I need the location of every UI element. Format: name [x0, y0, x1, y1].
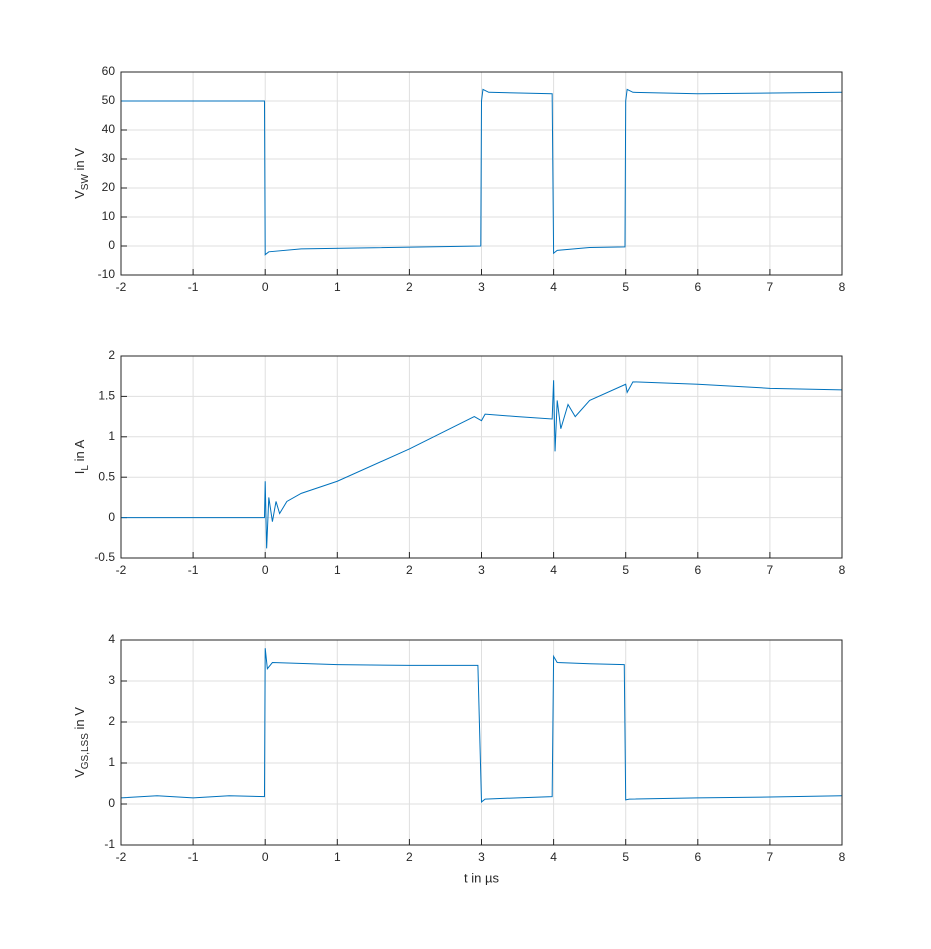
y-tick-label: 0: [108, 510, 115, 524]
label-subscript: GS,LSS: [80, 733, 91, 769]
x-tick-label: 4: [550, 850, 557, 864]
x-tick-label: -1: [188, 563, 199, 577]
x-tick-label: 6: [694, 563, 701, 577]
y-tick-label: -10: [98, 267, 116, 281]
label-subscript: L: [80, 465, 91, 471]
label-part: in V: [72, 148, 87, 174]
x-tick-label: 3: [478, 280, 485, 294]
label-part: I: [72, 471, 87, 475]
y-tick-label: 1: [108, 755, 115, 769]
x-tick-label: -1: [188, 850, 199, 864]
label-part: in A: [72, 439, 87, 465]
x-tick-label: 8: [839, 563, 846, 577]
x-tick-label: 0: [262, 563, 269, 577]
x-tick-label: 5: [622, 563, 629, 577]
y-axis-label: VGS,LSS in V: [72, 707, 90, 778]
y-tick-label: 0.5: [98, 469, 115, 483]
y-tick-label: 2: [108, 714, 115, 728]
y-tick-label: 30: [102, 151, 116, 165]
line-series: [121, 88, 843, 256]
x-tick-label: 5: [622, 850, 629, 864]
y-tick-label: 3: [108, 673, 115, 687]
label-part: V: [72, 190, 87, 199]
x-tick-label: -2: [116, 850, 127, 864]
y-tick-label: 40: [102, 122, 116, 136]
x-tick-label: -2: [116, 280, 127, 294]
y-tick-label: 0: [108, 796, 115, 810]
line-series: [121, 380, 843, 549]
x-tick-label: 7: [767, 563, 774, 577]
y-tick-label: 1: [108, 429, 115, 443]
x-tick-label: 5: [622, 280, 629, 294]
y-axis-label: IL in A: [72, 439, 90, 474]
x-tick-label: 1: [334, 563, 341, 577]
x-tick-label: 2: [406, 280, 413, 294]
x-tick-label: 4: [550, 280, 557, 294]
y-tick-label: 20: [102, 180, 116, 194]
x-tick-label: 0: [262, 850, 269, 864]
line-series: [120, 648, 843, 803]
x-tick-label: -2: [116, 563, 127, 577]
axes-box: [120, 639, 843, 846]
y-axis-label: VSW in V: [72, 148, 90, 199]
y-tick-label: -1: [104, 837, 115, 851]
axes-box: [120, 355, 843, 559]
x-tick-label: 7: [767, 280, 774, 294]
x-tick-label: 6: [694, 850, 701, 864]
axes-box: [120, 71, 843, 276]
y-tick-label: -0.5: [94, 550, 115, 564]
y-tick-label: 50: [102, 93, 116, 107]
label-part: in V: [72, 707, 87, 733]
x-tick-label: 6: [694, 280, 701, 294]
label-part: V: [72, 769, 87, 778]
x-tick-label: 1: [334, 850, 341, 864]
label-subscript: SW: [80, 174, 91, 191]
x-tick-label: 3: [478, 563, 485, 577]
x-tick-label: 1: [334, 280, 341, 294]
x-tick-label: 8: [839, 280, 846, 294]
y-tick-label: 4: [108, 632, 115, 646]
y-tick-label: 1.5: [98, 389, 115, 403]
x-tick-label: 8: [839, 850, 846, 864]
x-tick-label: 7: [767, 850, 774, 864]
y-tick-label: 60: [102, 64, 116, 78]
x-tick-label: 4: [550, 563, 557, 577]
x-tick-label: -1: [188, 280, 199, 294]
x-tick-label: 2: [406, 563, 413, 577]
y-tick-label: 0: [108, 238, 115, 252]
y-tick-label: 2: [108, 348, 115, 362]
y-tick-label: 10: [102, 209, 116, 223]
x-axis-label: t in µs: [464, 870, 499, 885]
x-tick-label: 2: [406, 850, 413, 864]
x-tick-label: 3: [478, 850, 485, 864]
x-tick-label: 0: [262, 280, 269, 294]
